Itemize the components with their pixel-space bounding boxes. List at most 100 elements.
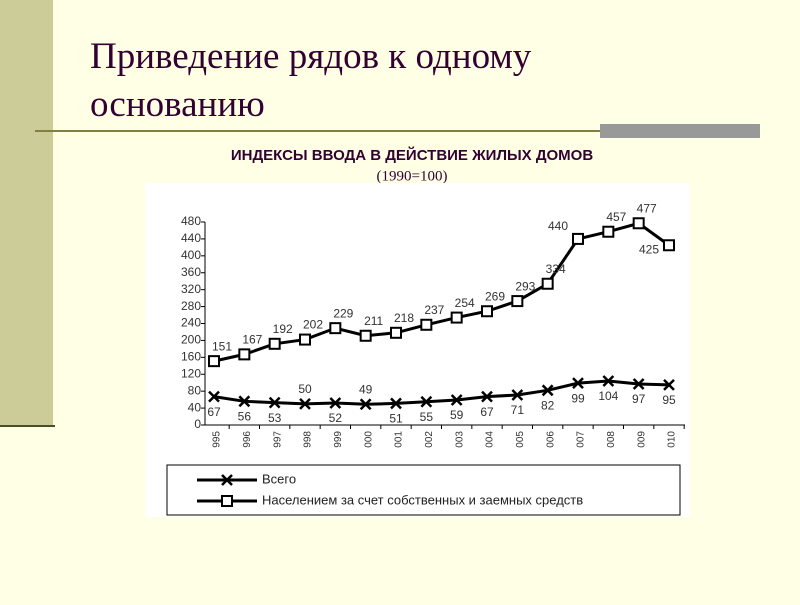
point <box>450 394 463 406</box>
x-tick-label: 001 <box>394 431 405 448</box>
data-label: 53 <box>268 411 282 425</box>
data-label: 167 <box>242 333 262 347</box>
side-bar <box>0 0 53 426</box>
x-tick-label: 010 <box>667 431 678 448</box>
data-label: 254 <box>455 296 475 310</box>
point <box>663 378 675 391</box>
data-label: 52 <box>329 411 343 425</box>
point <box>299 333 311 346</box>
data-label: 218 <box>394 311 414 325</box>
data-label: 56 <box>238 409 252 423</box>
point <box>511 295 524 308</box>
data-label: 237 <box>424 303 444 317</box>
data-label: 59 <box>450 408 464 422</box>
legend-label: Всего <box>262 471 296 486</box>
data-label: 99 <box>571 391 585 405</box>
point <box>572 377 584 390</box>
point <box>541 384 554 397</box>
x-tick-label: 007 <box>576 431 587 448</box>
point <box>511 389 524 401</box>
data-label: 334 <box>546 262 566 276</box>
x-tick-label: 005 <box>515 431 526 448</box>
legend-box <box>166 464 681 516</box>
x-tick-label: 008 <box>606 431 617 448</box>
point <box>299 397 311 410</box>
data-label: 457 <box>606 210 626 224</box>
data-label: 192 <box>273 322 293 336</box>
data-label: 67 <box>207 405 221 419</box>
y-tick-label: 120 <box>181 366 201 380</box>
data-label: 82 <box>541 398 555 412</box>
data-label: 477 <box>637 201 657 215</box>
y-tick-label: 200 <box>181 333 201 347</box>
x-tick-label: 004 <box>485 431 496 448</box>
point <box>481 390 493 403</box>
y-tick-label: 0 <box>194 417 201 431</box>
point <box>602 375 615 387</box>
x-tick-label: 000 <box>363 431 374 448</box>
x-tick-label: 996 <box>242 431 253 448</box>
slide-title: Приведение рядов к одному основанию <box>90 36 532 125</box>
data-label: 440 <box>548 219 568 233</box>
point <box>450 311 463 324</box>
point <box>420 318 433 331</box>
data-label: 269 <box>485 289 505 303</box>
x-tick-label: 997 <box>272 431 283 448</box>
data-label: 95 <box>662 393 676 407</box>
legend-label: Населением за счет собственных и заемных… <box>262 492 583 507</box>
series-line <box>213 379 670 406</box>
point <box>420 395 433 408</box>
data-label: 49 <box>359 382 373 396</box>
y-tick-label: 80 <box>188 383 202 397</box>
point <box>268 396 281 409</box>
point <box>632 378 645 390</box>
point <box>602 225 615 238</box>
y-tick-label: 320 <box>181 282 201 296</box>
x-tick-label: 002 <box>424 431 435 448</box>
y-tick-label: 40 <box>188 400 202 414</box>
y-tick-label: 480 <box>181 214 201 228</box>
legend-marker <box>221 495 233 507</box>
data-label: 151 <box>212 339 232 353</box>
point <box>572 232 584 245</box>
point <box>238 395 251 408</box>
y-tick-label: 280 <box>181 299 201 313</box>
y-tick-label: 440 <box>181 231 201 245</box>
point <box>238 348 251 361</box>
data-label: 55 <box>420 410 434 424</box>
data-label: 293 <box>515 279 535 293</box>
x-tick-label: 999 <box>333 431 344 448</box>
series-line <box>213 221 670 363</box>
chart-area <box>145 183 690 517</box>
point <box>481 305 493 318</box>
chart-subtitle: (1990=100) <box>377 168 448 184</box>
data-label: 425 <box>639 242 659 256</box>
data-label: 104 <box>598 389 618 403</box>
point <box>390 397 402 410</box>
data-label: 229 <box>333 306 353 320</box>
x-tick-label: 006 <box>545 431 556 448</box>
point <box>541 277 554 290</box>
point <box>390 326 402 339</box>
x-tick-label: 003 <box>454 431 465 448</box>
point <box>359 398 372 411</box>
point <box>208 390 220 403</box>
y-tick-label: 360 <box>181 265 201 279</box>
data-label: 51 <box>389 412 403 426</box>
title-rule-block <box>600 124 760 138</box>
data-label: 202 <box>303 318 323 332</box>
point <box>329 322 342 335</box>
y-tick-label: 160 <box>181 350 201 364</box>
data-label: 67 <box>480 405 494 419</box>
x-tick-label: 009 <box>636 431 647 448</box>
data-label: 50 <box>298 382 312 396</box>
point <box>268 337 281 350</box>
data-label: 211 <box>364 314 383 328</box>
point <box>663 239 675 252</box>
point <box>632 217 645 230</box>
point <box>359 329 372 342</box>
legend-marker <box>221 474 233 486</box>
data-label: 71 <box>511 403 525 417</box>
